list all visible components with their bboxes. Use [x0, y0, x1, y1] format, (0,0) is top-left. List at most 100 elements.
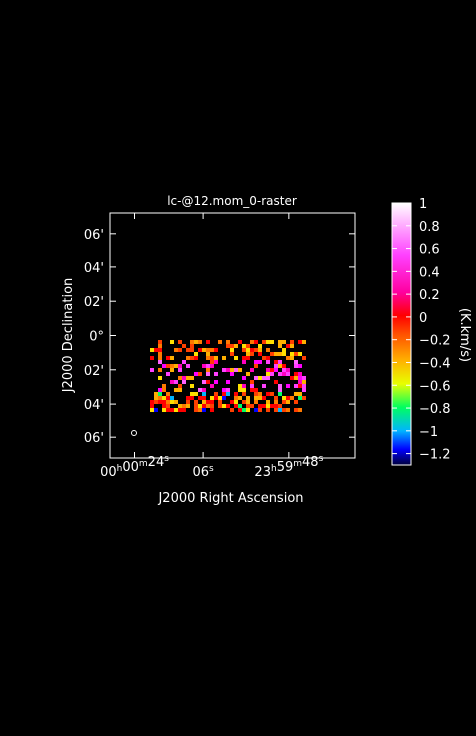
- emission-pixel: [150, 404, 154, 408]
- emission-pixel: [274, 380, 278, 384]
- emission-pixel: [258, 344, 262, 348]
- emission-pixel: [282, 372, 286, 376]
- emission-pixel: [278, 352, 282, 356]
- emission-pixel: [206, 340, 210, 344]
- emission-pixel: [182, 360, 186, 364]
- emission-pixel: [298, 372, 302, 376]
- emission-pixel: [150, 356, 154, 360]
- emission-pixel: [266, 376, 270, 380]
- emission-pixel: [210, 348, 214, 352]
- emission-pixel: [254, 400, 258, 404]
- emission-pixel: [270, 368, 274, 372]
- emission-pixel: [158, 352, 162, 356]
- emission-pixel: [282, 352, 286, 356]
- emission-pixel: [282, 364, 286, 368]
- emission-pixel: [294, 392, 298, 396]
- emission-pixel: [234, 396, 238, 400]
- emission-pixel: [222, 404, 226, 408]
- emission-pixel: [298, 384, 302, 388]
- emission-pixel: [166, 408, 170, 412]
- emission-pixel: [262, 396, 266, 400]
- emission-pixel: [174, 400, 178, 404]
- emission-pixel: [246, 356, 250, 360]
- emission-pixel: [278, 360, 282, 364]
- emission-pixel: [182, 344, 186, 348]
- emission-pixel: [198, 340, 202, 344]
- emission-pixel: [262, 376, 266, 380]
- emission-pixel: [254, 376, 258, 380]
- emission-pixel: [258, 404, 262, 408]
- emission-pixel: [246, 372, 250, 376]
- y-tick-label: 06': [84, 228, 104, 243]
- emission-pixel: [282, 348, 286, 352]
- emission-pixel: [254, 348, 258, 352]
- emission-pixel: [230, 408, 234, 412]
- emission-pixel: [278, 404, 282, 408]
- emission-pixel: [290, 356, 294, 360]
- emission-pixel: [202, 364, 206, 368]
- emission-pixel: [198, 408, 202, 412]
- colorbar-tick-label: 1: [419, 197, 427, 212]
- emission-pixel: [242, 384, 246, 388]
- emission-pixel: [286, 356, 290, 360]
- emission-pixel: [202, 380, 206, 384]
- emission-pixel: [182, 404, 186, 408]
- emission-pixel: [222, 368, 226, 372]
- colorbar-tick-label: −0.8: [419, 402, 451, 417]
- emission-pixel: [158, 348, 162, 352]
- emission-pixel: [218, 400, 222, 404]
- emission-pixel: [250, 348, 254, 352]
- emission-pixel: [238, 368, 242, 372]
- emission-pixel: [230, 400, 234, 404]
- emission-pixel: [266, 392, 270, 396]
- emission-pixel: [254, 392, 258, 396]
- emission-pixel: [238, 408, 242, 412]
- emission-pixel: [206, 348, 210, 352]
- emission-pixel: [226, 404, 230, 408]
- emission-pixel: [274, 400, 278, 404]
- emission-pixel: [210, 364, 214, 368]
- emission-pixel: [210, 400, 214, 404]
- emission-pixel: [290, 396, 294, 400]
- colorbar-ticks: 1 0.8 0.6 0.4 0.2 0 −0.2 −0.4 −0.6 −0.8 −1 −1.2: [392, 197, 451, 463]
- emission-pixel: [178, 348, 182, 352]
- emission-pixel: [190, 376, 194, 380]
- emission-pixel: [154, 400, 158, 404]
- emission-pixel: [294, 384, 298, 388]
- emission-pixel: [170, 340, 174, 344]
- emission-pixel: [222, 392, 226, 396]
- emission-pixel: [186, 348, 190, 352]
- emission-pixel: [302, 376, 306, 380]
- emission-pixel: [274, 368, 278, 372]
- x-tick-label: 00h00m24s: [100, 454, 169, 480]
- emission-pixel: [302, 388, 306, 392]
- emission-pixel: [286, 372, 290, 376]
- emission-pixel: [154, 408, 158, 412]
- emission-pixel: [242, 388, 246, 392]
- emission-pixel: [162, 384, 166, 388]
- emission-pixel: [298, 376, 302, 380]
- emission-pixel: [286, 408, 290, 412]
- emission-pixel: [206, 352, 210, 356]
- emission-pixel: [286, 368, 290, 372]
- emission-pixel: [266, 408, 270, 412]
- emission-pixel: [158, 388, 162, 392]
- emission-pixel: [186, 356, 190, 360]
- x-axis-label: J2000 Right Ascension: [157, 491, 303, 506]
- emission-pixel: [230, 372, 234, 376]
- emission-pixel: [286, 396, 290, 400]
- emission-pixel: [302, 396, 306, 400]
- emission-pixel: [190, 392, 194, 396]
- emission-pixel: [178, 408, 182, 412]
- emission-pixel: [278, 364, 282, 368]
- colorbar-tick-label: −1.2: [419, 448, 451, 463]
- emission-pixel: [158, 360, 162, 364]
- emission-pixel: [178, 364, 182, 368]
- x-axis-ticks: 00h00m24s 06s 23h59m48s: [100, 213, 324, 480]
- emission-pixel: [294, 372, 298, 376]
- colorbar-gradient: [391, 202, 412, 466]
- emission-pixel: [266, 356, 270, 360]
- emission-pixel: [222, 396, 226, 400]
- emission-pixel: [298, 380, 302, 384]
- emission-pixel: [234, 392, 238, 396]
